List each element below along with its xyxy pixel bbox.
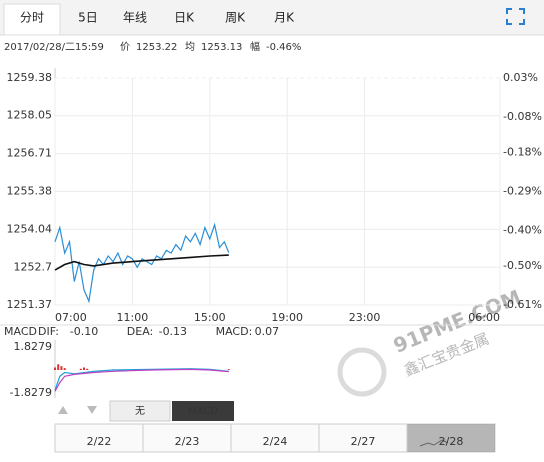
y-tick-label: -1.8279 xyxy=(10,386,52,399)
x-tick-label: 23:00 xyxy=(349,311,381,324)
arrow-down[interactable] xyxy=(87,406,97,414)
price-line xyxy=(54,254,229,271)
y-tick-label: 1258.05 xyxy=(7,109,53,122)
tab-bar xyxy=(0,0,544,35)
macd-chart: MACD DIF: -0.10 DEA: -0.13 MACD: 0.07 1.8279 -1.… xyxy=(0,324,544,399)
x-tick-label: 15:00 xyxy=(194,311,226,324)
active-tab xyxy=(3,3,61,36)
tab[interactable]: 年线 xyxy=(123,11,147,25)
info-price: 1253.22 xyxy=(136,42,177,53)
navigator-date: 2/23 xyxy=(175,435,200,448)
indicator-name: MACD xyxy=(4,325,37,338)
macd-bar xyxy=(227,369,230,370)
indicator-buttons: 无 MACD xyxy=(135,406,218,417)
macd-bar xyxy=(60,366,63,370)
x-tick-label: 06:00 xyxy=(468,311,500,324)
navigator xyxy=(54,423,496,453)
navigator-sparkline xyxy=(419,439,449,447)
indicator-button-label[interactable]: 无 xyxy=(135,406,145,417)
x-tick-label: 07:00 xyxy=(55,311,87,324)
navigator-date: 2/27 xyxy=(351,435,376,448)
tab[interactable]: 5日 xyxy=(78,11,98,25)
y-tick-label: 1255.38 xyxy=(7,184,53,197)
price-line xyxy=(54,222,230,304)
navigator-window[interactable] xyxy=(407,424,495,452)
macd-line xyxy=(54,368,229,392)
y2-tick-label: -0.40% xyxy=(503,224,542,237)
fullscreen-glyph[interactable] xyxy=(506,8,525,25)
y2-tick-label: 0.03% xyxy=(503,71,538,84)
macd-bar xyxy=(83,367,86,370)
y-tick-label: 1256.71 xyxy=(7,147,53,160)
info-price-label: 价 xyxy=(120,41,130,53)
navigator-date: 2/24 xyxy=(263,435,288,448)
y-tick-label: 1251.37 xyxy=(7,298,53,311)
info-datetime: 2017/02/28/二15:59 xyxy=(4,42,104,53)
indicator-controls xyxy=(58,400,234,422)
macd-bar xyxy=(54,367,56,370)
info-line: 2017/02/28/二15:59 价 1253.22 均 1253.13 幅 -0.46% xyxy=(4,40,301,53)
info-avg-label: 均 xyxy=(185,41,195,53)
navigator-date: 2/28 xyxy=(439,435,464,448)
info-change: -0.46% xyxy=(266,42,301,53)
readout-value: -0.10 xyxy=(70,325,98,338)
macd-line xyxy=(54,368,229,391)
watermark-logo xyxy=(337,347,387,397)
readout-label: DIF: xyxy=(38,325,59,338)
button-none[interactable] xyxy=(109,400,171,422)
arrow-up[interactable] xyxy=(58,406,68,414)
tab[interactable]: 日K xyxy=(174,11,195,25)
button-macd[interactable] xyxy=(172,401,234,421)
x-tick-label: 19:00 xyxy=(271,311,303,324)
fullscreen-icon[interactable] xyxy=(506,8,525,25)
macd-bar xyxy=(57,364,60,370)
y2-tick-label: -0.61% xyxy=(503,298,542,311)
tab[interactable]: 月K xyxy=(274,11,295,25)
y2-tick-label: -0.08% xyxy=(503,110,542,123)
info-avg: 1253.13 xyxy=(201,42,242,53)
tab[interactable]: 分时 xyxy=(20,11,44,25)
y-tick-label: 1254.04 xyxy=(7,222,53,235)
y-tick-label: 1259.38 xyxy=(7,71,53,84)
indicator-button-label[interactable]: MACD xyxy=(188,406,218,417)
info-change-label: 幅 xyxy=(250,40,260,53)
y2-tick-label: -0.29% xyxy=(503,185,542,198)
readout-label: MACD: xyxy=(216,325,253,338)
x-tick-label: 11:00 xyxy=(117,311,149,324)
y2-tick-label: -0.50% xyxy=(503,259,542,272)
y2-tick-label: -0.18% xyxy=(503,145,542,158)
macd-bar xyxy=(86,368,89,370)
navigator-dates: 2/22 2/23 2/24 2/27 2/28 xyxy=(87,424,464,452)
readout-value: 0.07 xyxy=(255,325,280,338)
readout-label: DEA: xyxy=(127,325,153,338)
tabs: 分时 5日 年线 日K 周K 月K xyxy=(20,11,295,25)
navigator-date: 2/22 xyxy=(87,435,112,448)
macd-bar xyxy=(79,368,82,370)
price-chart: 1259.38 1258.05 1256.71 1255.38 1254.04 1252.… xyxy=(7,68,542,324)
y-tick-label: 1.8279 xyxy=(14,340,53,353)
tab[interactable]: 周K xyxy=(225,11,246,25)
macd-bar xyxy=(63,368,66,370)
readout-value: -0.13 xyxy=(159,325,187,338)
y-tick-label: 1252.7 xyxy=(14,260,53,273)
